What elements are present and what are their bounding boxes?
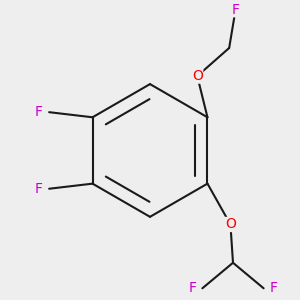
Text: O: O — [225, 218, 236, 232]
Text: F: F — [232, 3, 239, 17]
Text: F: F — [35, 182, 43, 196]
Text: O: O — [192, 69, 203, 83]
Text: F: F — [188, 281, 196, 295]
Text: F: F — [35, 105, 43, 119]
Text: F: F — [270, 281, 278, 295]
